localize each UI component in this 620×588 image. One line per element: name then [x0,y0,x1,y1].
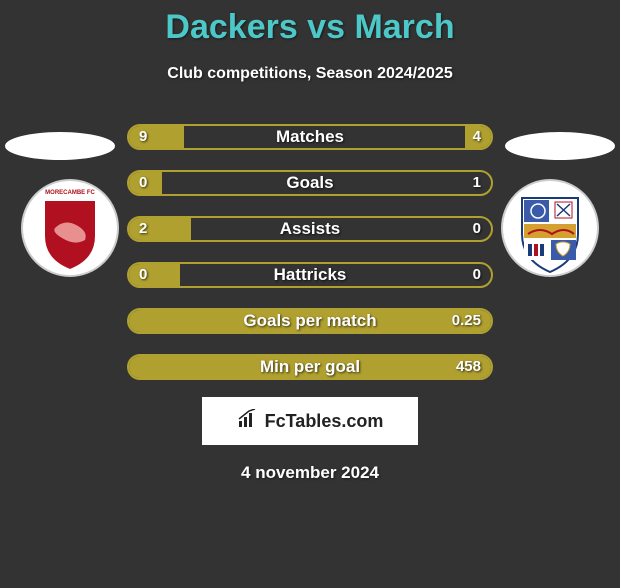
spotlight-right [505,132,615,160]
stat-row: 458Min per goal [127,351,493,383]
bar-label: Assists [127,213,493,245]
page-title: Dackers vs March [0,8,620,47]
bar-label: Goals [127,167,493,199]
brand-text: FcTables.com [265,411,384,432]
bar-label: Goals per match [127,305,493,337]
brand-chart-icon [237,409,259,434]
away-crest-icon [500,178,600,278]
brand-box: FcTables.com [202,397,418,445]
bar-label: Matches [127,121,493,153]
stat-row: 0.25Goals per match [127,305,493,337]
subtitle: Club competitions, Season 2024/2025 [0,65,620,83]
date-text: 4 november 2024 [0,463,620,483]
home-crest: MORECAMBE FC [20,178,120,283]
stat-row: 20Assists [127,213,493,245]
stat-row: 00Hattricks [127,259,493,291]
spotlight-left [5,132,115,160]
stat-row: 01Goals [127,167,493,199]
stat-bars: 94Matches 01Goals 20Assists 00Hattricks 0.25… [127,121,493,383]
away-crest [500,178,600,283]
stat-row: 94Matches [127,121,493,153]
bar-label: Min per goal [127,351,493,383]
bar-label: Hattricks [127,259,493,291]
morecambe-crest-icon: MORECAMBE FC [20,178,120,278]
svg-text:MORECAMBE FC: MORECAMBE FC [45,190,95,196]
